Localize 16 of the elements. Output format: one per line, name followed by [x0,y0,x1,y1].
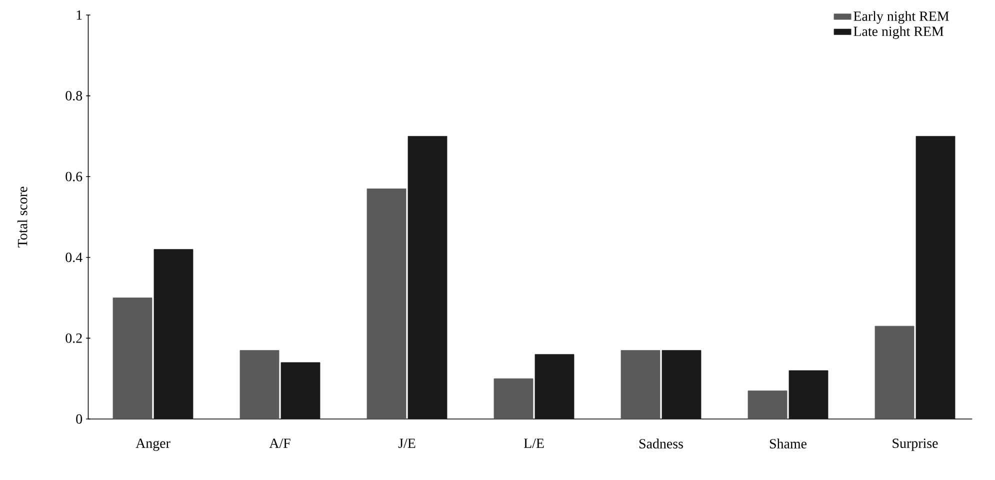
y-axis-title: Total score [17,186,28,248]
x-tick-label: L/E [524,438,544,448]
x-tick-label: Sadness [639,438,683,448]
x-tick-label: Shame [770,438,807,448]
y-tick-label: 0.4 [66,252,82,262]
y-tick-label: 0.8 [66,91,82,101]
x-tick-label: A/F [269,438,290,448]
x-tick-label: Surprise [892,438,938,451]
y-tick-label: 0.6 [66,172,82,182]
x-tick-label: J/E [398,438,416,448]
y-tick-label: 1 [76,10,82,20]
legend-label: Late night REM [854,26,944,39]
y-tick-label: 0.2 [66,333,82,343]
y-tick-label: 0 [76,414,82,424]
x-tick-label: Anger [136,438,170,451]
legend-label: Early night REM [854,11,949,24]
